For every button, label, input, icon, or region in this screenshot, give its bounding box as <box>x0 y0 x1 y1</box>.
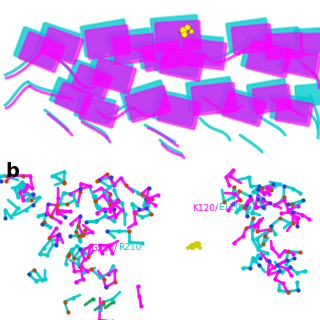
Text: G230/: G230/ <box>91 244 118 252</box>
FancyBboxPatch shape <box>260 27 300 57</box>
FancyBboxPatch shape <box>294 28 320 52</box>
FancyBboxPatch shape <box>270 93 310 123</box>
FancyBboxPatch shape <box>265 33 303 60</box>
FancyBboxPatch shape <box>275 98 313 126</box>
FancyBboxPatch shape <box>66 60 110 97</box>
FancyBboxPatch shape <box>246 40 292 78</box>
FancyBboxPatch shape <box>186 77 234 113</box>
FancyBboxPatch shape <box>136 35 180 69</box>
FancyBboxPatch shape <box>247 78 289 111</box>
FancyBboxPatch shape <box>222 92 266 126</box>
FancyBboxPatch shape <box>152 90 198 126</box>
Text: K120/: K120/ <box>192 204 218 212</box>
FancyBboxPatch shape <box>40 28 84 65</box>
FancyBboxPatch shape <box>155 42 202 78</box>
FancyBboxPatch shape <box>87 53 133 91</box>
FancyBboxPatch shape <box>125 86 171 122</box>
FancyBboxPatch shape <box>176 34 224 66</box>
FancyBboxPatch shape <box>231 24 273 54</box>
FancyBboxPatch shape <box>107 28 153 62</box>
FancyBboxPatch shape <box>79 96 119 128</box>
FancyBboxPatch shape <box>150 15 200 49</box>
FancyBboxPatch shape <box>159 47 204 81</box>
FancyBboxPatch shape <box>50 77 91 113</box>
FancyBboxPatch shape <box>80 19 130 57</box>
FancyBboxPatch shape <box>19 32 65 72</box>
FancyBboxPatch shape <box>226 18 270 52</box>
FancyBboxPatch shape <box>217 87 263 123</box>
FancyBboxPatch shape <box>14 27 62 69</box>
FancyBboxPatch shape <box>120 80 170 120</box>
FancyBboxPatch shape <box>155 20 201 52</box>
FancyBboxPatch shape <box>71 64 113 100</box>
FancyBboxPatch shape <box>241 36 289 74</box>
FancyBboxPatch shape <box>112 34 156 64</box>
FancyBboxPatch shape <box>35 22 81 61</box>
FancyBboxPatch shape <box>300 33 320 55</box>
FancyBboxPatch shape <box>191 83 237 116</box>
FancyBboxPatch shape <box>278 45 318 75</box>
FancyBboxPatch shape <box>252 84 292 114</box>
FancyBboxPatch shape <box>74 92 116 124</box>
FancyBboxPatch shape <box>295 84 320 107</box>
FancyBboxPatch shape <box>55 82 93 116</box>
FancyBboxPatch shape <box>85 25 131 59</box>
Text: b: b <box>5 162 19 181</box>
Text: E120: E120 <box>218 204 241 212</box>
Text: R210: R210 <box>118 244 141 252</box>
FancyBboxPatch shape <box>181 38 227 70</box>
FancyBboxPatch shape <box>92 58 136 94</box>
FancyBboxPatch shape <box>142 41 182 71</box>
FancyBboxPatch shape <box>283 49 320 79</box>
FancyBboxPatch shape <box>157 94 201 130</box>
